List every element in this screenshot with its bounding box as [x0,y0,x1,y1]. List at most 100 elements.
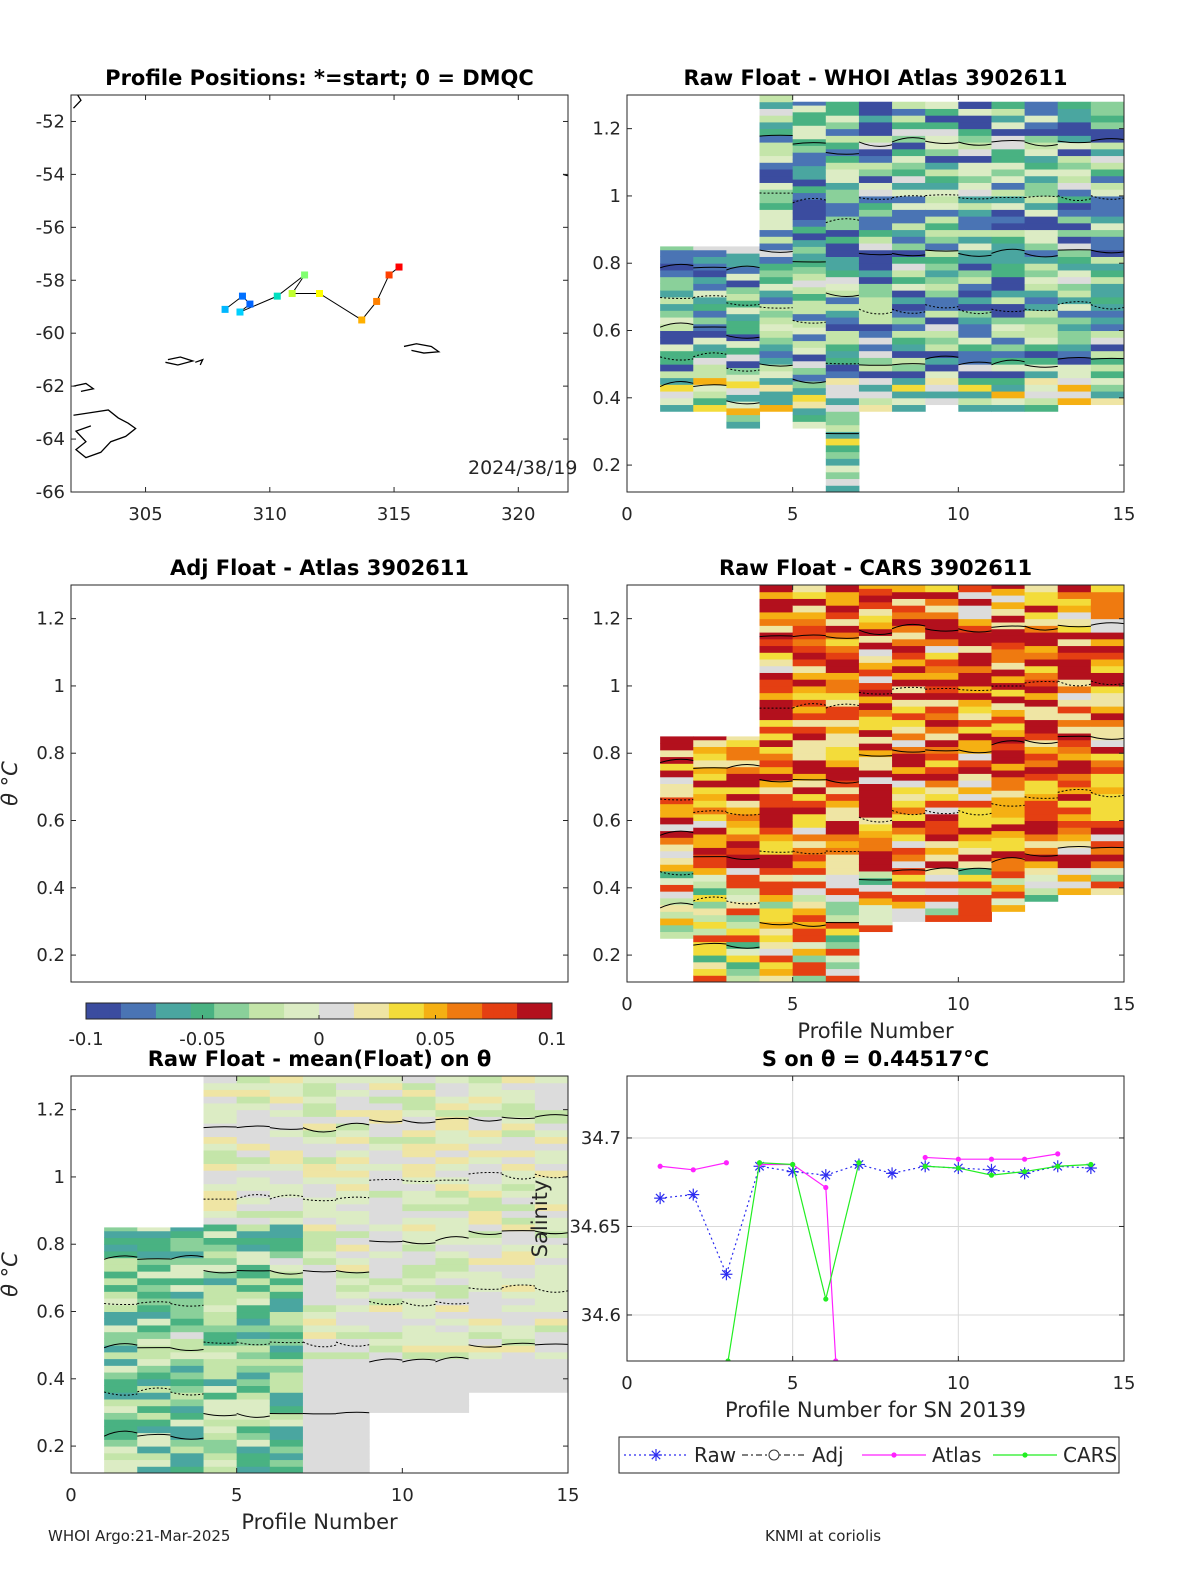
heatmap-cell [236,1082,271,1090]
series-line-cars [727,1162,860,1361]
colorbar-segment [435,1003,448,1019]
heatmap-cell [269,1163,304,1171]
heatmap-cell [302,1257,337,1265]
heatmap-cell [825,108,860,116]
heatmap-cell [925,766,959,774]
contour-line [925,304,959,309]
contour-line [501,1116,535,1120]
heatmap-cell [892,377,926,385]
heatmap-cell [534,1257,568,1265]
heatmap-cell [726,414,761,422]
heatmap-cell [792,753,827,761]
heatmap-cell [892,397,926,406]
heatmap-cell [269,1398,304,1407]
contour-line [137,1433,171,1437]
heatmap-cell [468,1244,503,1252]
heatmap-cell [534,1244,568,1252]
heatmap-cell [858,850,893,859]
heatmap-cell [991,904,1026,912]
heatmap-cell [203,1076,238,1084]
heatmap-cell [792,414,827,422]
contour-line [991,308,1025,313]
heatmap-cell [1090,867,1124,875]
heatmap-cell [958,283,992,291]
heatmap-cell [468,1324,503,1333]
heatmap-cell [302,1324,337,1333]
heatmap-cell [991,115,1026,123]
colorbar-tick-label: -0.1 [68,1029,103,1050]
heatmap-cell [858,108,893,116]
heatmap-cell [1057,350,1092,358]
profile-marker [273,292,281,300]
heatmap-cell [825,645,860,653]
contour-line [1057,788,1091,793]
heatmap-cell [137,1446,171,1454]
contour-line [825,362,859,365]
heatmap-cell [170,1291,205,1299]
heatmap-cell [792,733,827,741]
heatmap-cell [825,712,860,721]
heatmap-cell [759,605,794,613]
heatmap-cell [203,1331,238,1339]
heatmap-cell [534,1224,568,1232]
heatmap-cell [792,833,827,842]
heatmap-cell [468,1197,503,1205]
contour-line [1090,680,1124,686]
contour-line [170,1391,204,1396]
heatmap-cell [726,807,761,815]
heatmap-cell [825,404,860,412]
heatmap-cell [435,1358,470,1366]
heatmap-cell [203,1351,238,1360]
heatmap-cell [726,354,761,362]
heatmap-cell [203,1109,238,1117]
heatmap-cell [534,1076,568,1084]
heatmap-cell [858,783,893,791]
heatmap-cell [1024,182,1059,190]
heatmap-cell [792,360,827,369]
heatmap-cell [991,669,1026,677]
heatmap-cell [170,1311,205,1319]
heatmap-cell [269,1304,304,1313]
chart-title: Profile Positions: *=start; 0 = DMQC [105,66,534,90]
heatmap-cell [660,891,694,899]
heatmap-cell [693,249,727,257]
heatmap-cell [958,719,992,727]
heatmap-cell [1090,618,1124,626]
heatmap-cell [825,175,860,183]
heatmap-cell [1024,800,1059,808]
heatmap-cell [1057,685,1092,694]
heatmap-cell [1057,108,1092,116]
heatmap-cell [991,175,1026,183]
heatmap-cell [435,1210,470,1218]
heatmap-cell [137,1351,171,1360]
contour-line [1024,625,1058,631]
heatmap-cell [435,1203,470,1212]
heatmap-cell [726,753,761,761]
heatmap-cell [468,1378,503,1387]
heatmap-cell [660,323,694,332]
heatmap-cell [1090,598,1124,606]
heatmap-cell [104,1237,138,1245]
heatmap-cell [1090,692,1124,700]
contour-line [1057,357,1091,360]
heatmap-cell [925,229,959,237]
heatmap-cell [137,1365,171,1373]
heatmap-cell [170,1452,205,1461]
heatmap-cell [369,1372,403,1380]
heatmap-cell [825,263,860,271]
heatmap-cell [402,1358,436,1366]
heatmap-cell [759,739,794,747]
heatmap-cell [958,739,992,747]
profile-marker [288,290,296,297]
heatmap-cell [825,115,860,123]
heatmap-cell [693,736,727,741]
heatmap-cell [1057,719,1092,727]
heatmap-cell [792,652,827,660]
heatmap-cell [660,276,694,284]
heatmap-cell [369,1156,403,1164]
heatmap-cell [858,128,893,136]
heatmap-cell [892,679,926,687]
y-tick-label: 0.8 [36,743,65,764]
heatmap-cell [369,1096,403,1104]
heatmap-cell [792,340,827,348]
